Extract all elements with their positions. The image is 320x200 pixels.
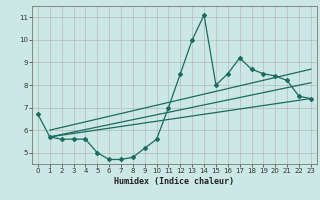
X-axis label: Humidex (Indice chaleur): Humidex (Indice chaleur) [115, 177, 234, 186]
